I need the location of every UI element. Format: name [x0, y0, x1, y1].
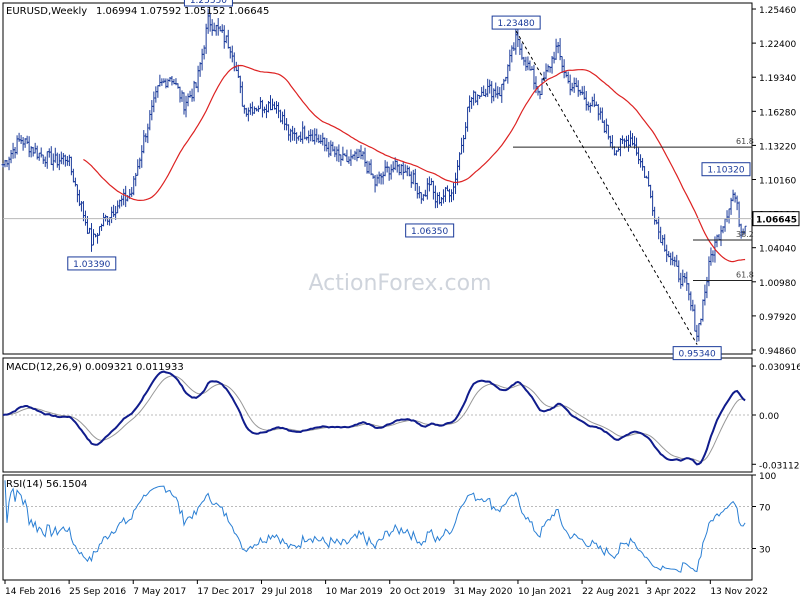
- rsi-tick-label: 30: [759, 546, 771, 556]
- rsi-line: [4, 480, 746, 573]
- macd-line: [2, 370, 746, 466]
- macd-signal-line: [2, 375, 746, 463]
- x-axis-label: 17 Dec 2017: [197, 587, 255, 597]
- x-axis-label: 31 May 2020: [454, 587, 513, 597]
- swing-label: 1.25550: [190, 0, 227, 6]
- swing-label-box: [183, 0, 233, 7]
- ohlc-high: 1.07592: [140, 6, 181, 17]
- price-tick-label: 0.94860: [759, 347, 796, 357]
- price-tick-label: 1.10160: [759, 177, 796, 187]
- price-tick-label: 1.16280: [759, 108, 796, 118]
- fib-level-label: 61.8: [736, 270, 754, 279]
- trendline-dashed: [515, 30, 698, 345]
- price-tick-label: 1.22400: [759, 40, 796, 50]
- macd-label: MACD(12,26,9) 0.009321 0.011933: [6, 362, 184, 373]
- swing-label: 1.23480: [498, 19, 535, 29]
- current-price-box: [752, 211, 800, 227]
- swing-label-box: [491, 15, 541, 30]
- x-axis-label: 20 Oct 2019: [390, 587, 446, 597]
- watermark: ActionForex.com: [309, 271, 492, 296]
- x-axis-label: 29 Jul 2018: [261, 587, 312, 597]
- price-tick-label: 1.25460: [759, 6, 796, 16]
- swing-label: 0.95340: [679, 350, 716, 360]
- price-tick-label: 1.13220: [759, 142, 796, 152]
- swing-label: 1.03390: [73, 260, 110, 270]
- macd-tick-label: 0.00: [759, 412, 779, 422]
- swing-label: 1.10320: [707, 166, 744, 176]
- swing-label-box: [672, 346, 722, 361]
- price-tick-label: 0.97920: [759, 313, 796, 323]
- price-tick-label: 1.04040: [759, 245, 796, 255]
- x-axis-label: 10 Mar 2019: [326, 587, 383, 597]
- x-axis-label: 10 Jan 2021: [518, 587, 572, 597]
- swing-label-box: [405, 223, 455, 238]
- x-axis-label: 13 Nov 2022: [710, 587, 768, 597]
- rsi-tick-label: 70: [759, 504, 771, 514]
- fib-level-label: 38.2: [736, 230, 754, 239]
- x-axis-label: 14 Feb 2016: [5, 587, 61, 597]
- ohlc-low: 1.05152: [184, 6, 225, 17]
- moving-average-line: [83, 64, 746, 263]
- chart-title: EURUSD,Weekly: [6, 6, 87, 17]
- swing-label-box: [701, 162, 751, 177]
- ohlc-close: 1.06645: [228, 6, 269, 17]
- x-axis-label: 25 Sep 2016: [69, 587, 126, 597]
- fib-level-label: 61.8: [736, 137, 754, 146]
- x-axis-label: 7 May 2017: [133, 587, 186, 597]
- rsi-label: RSI(14) 56.1504: [6, 479, 87, 490]
- macd-tick-label: 0.030916: [759, 363, 800, 373]
- price-tick-label: 1.00980: [759, 279, 796, 289]
- price-tick-label: 1.19340: [759, 74, 796, 84]
- ohlc-open: 1.06994: [96, 6, 137, 17]
- current-price-label: 1.06645: [756, 216, 797, 226]
- swing-label: 1.06350: [411, 227, 448, 237]
- price-panel-frame: [2, 2, 753, 355]
- x-axis-label: 3 Apr 2022: [646, 587, 696, 597]
- swing-label-box: [67, 256, 117, 271]
- macd-tick-label: -0.031124: [759, 461, 800, 471]
- rsi-panel-frame: [2, 474, 753, 581]
- rsi-tick-label: 100: [759, 472, 776, 482]
- x-axis-label: 22 Aug 2021: [582, 587, 640, 597]
